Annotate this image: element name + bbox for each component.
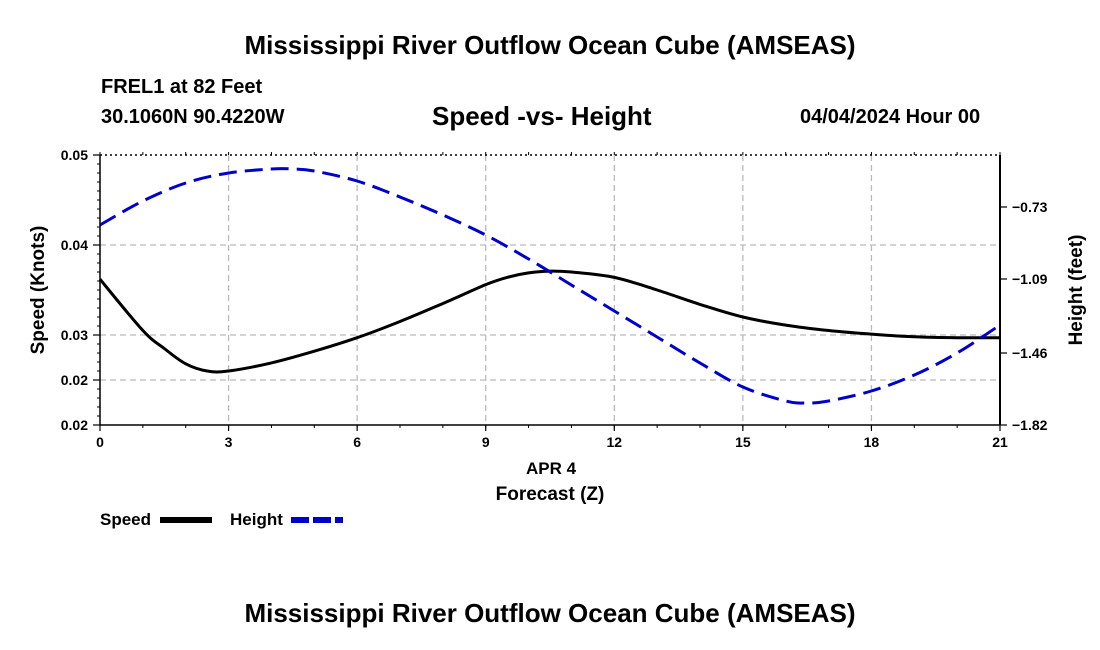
chart-title: Mississippi River Outflow Ocean Cube (AM… xyxy=(244,30,856,60)
y2-tick-label: −1.09 xyxy=(1012,271,1048,287)
legend-speed-label: Speed xyxy=(100,510,151,529)
legend-height-label: Height xyxy=(230,510,283,529)
y2-tick-label: −1.46 xyxy=(1012,345,1048,361)
series-line-height xyxy=(99,167,1001,405)
x-tick-label: 0 xyxy=(96,434,104,450)
y-tick-label: 0.05 xyxy=(61,147,88,163)
y-tick-label: 0.02 xyxy=(61,372,88,388)
x-tick-label: 15 xyxy=(735,434,751,450)
station-coordinates: 30.1060N 90.4220W xyxy=(101,106,285,128)
x-axis-date-label: APR 4 xyxy=(526,459,577,478)
y2-tick-label: −0.73 xyxy=(1012,199,1048,215)
x-tick-label: 21 xyxy=(992,434,1008,450)
x-tick-label: 12 xyxy=(606,434,622,450)
station-name: FREL1 at 82 Feet xyxy=(101,76,263,98)
series-line-speed xyxy=(98,269,1001,374)
footer-title: Mississippi River Outflow Ocean Cube (AM… xyxy=(244,598,856,628)
y-tick-label: 0.02 xyxy=(61,417,88,433)
x-tick-label: 9 xyxy=(482,434,490,450)
x-axis-label: Forecast (Z) xyxy=(496,484,605,505)
forecast-datetime: 04/04/2024 Hour 00 xyxy=(800,106,981,128)
chart-subtitle: Speed -vs- Height xyxy=(432,101,652,131)
x-tick-label: 18 xyxy=(864,434,880,450)
legend: Speed Height xyxy=(100,510,343,529)
x-tick-label: 3 xyxy=(225,434,233,450)
y-tick-label: 0.03 xyxy=(61,327,88,343)
y-tick-label: 0.04 xyxy=(61,237,88,253)
y2-tick-label: −1.82 xyxy=(1012,417,1048,433)
x-tick-label: 6 xyxy=(353,434,361,450)
y-axis-label: Speed (Knots) xyxy=(28,226,49,355)
y2-axis-label: Height (feet) xyxy=(1066,235,1087,346)
